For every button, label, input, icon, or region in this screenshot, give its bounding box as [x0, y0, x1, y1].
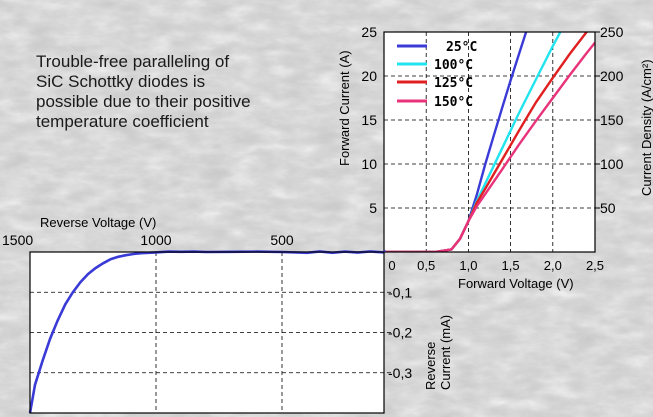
tick-label: 25 — [361, 24, 377, 40]
series-line — [384, 41, 595, 252]
tick-label: 1000 — [140, 232, 171, 248]
tick-label: 2,0 — [544, 258, 562, 273]
tick-label: 20 — [361, 68, 377, 84]
forward-x-axis-label: Forward Voltage (V) — [458, 276, 574, 291]
forward-grid — [384, 32, 595, 252]
reverse-y-axis-label: Reverse Current (mA) — [423, 315, 453, 390]
caption-line: SiC Schottky diodes is — [36, 72, 206, 91]
caption-line: temperature coefficient — [36, 112, 209, 131]
tick-label: 2,5 — [586, 258, 604, 273]
caption-line: possible due to their positive — [36, 92, 251, 111]
legend-label-125c: 125°C — [434, 76, 473, 91]
forward-tick-labels: 0 0,5 1,0 1,5 2,0 2,5 5 10 15 20 25 50 100 150 200 250 — [361, 24, 623, 273]
forward-curves — [384, 32, 595, 252]
tick-label: 0 — [388, 258, 395, 273]
tick-label: 15 — [361, 112, 377, 128]
legend-label-150c: 150°C — [434, 95, 473, 110]
tick-label: 250 — [600, 24, 624, 40]
tick-label: 150 — [600, 112, 624, 128]
tick-label: 200 — [600, 68, 624, 84]
current-density-axis-label: Current Density (A/cm²) — [639, 59, 653, 196]
tick-label: 50 — [600, 200, 616, 216]
reverse-y-axis-label-line: Current (mA) — [438, 315, 453, 390]
forward-plot-frame — [383, 31, 596, 253]
tick-label: 5 — [369, 200, 377, 216]
tick-label: 100 — [600, 156, 624, 172]
reverse-x-axis-label: Reverse Voltage (V) — [40, 215, 156, 230]
tick-label: -0,1 — [388, 284, 412, 300]
tick-label: 10 — [361, 156, 377, 172]
tick-label: 1500 — [2, 232, 33, 248]
forward-y-axis-label: Forward Current (A) — [337, 50, 352, 166]
tick-label: 500 — [270, 232, 294, 248]
tick-label: 0,5 — [417, 258, 435, 273]
caption-line: Trouble-free paralleling of — [36, 52, 230, 71]
tick-label: 1,0 — [459, 258, 477, 273]
caption: Trouble-free paralleling of SiC Schottky… — [36, 52, 326, 132]
legend-label-100c: 100°C — [434, 58, 473, 73]
reverse-tick-labels: 1500 1000 500 -0,1 -0,2 -0,3 — [2, 232, 412, 381]
reverse-grid — [30, 252, 392, 413]
tick-label: -0,3 — [388, 365, 412, 381]
reverse-y-axis-label-line: Reverse — [423, 342, 438, 390]
forward-legend: 25°C 100°C 125°C 150°C — [397, 40, 477, 110]
legend-label-25c: 25°C — [446, 40, 477, 55]
reverse-plot-frame — [29, 251, 385, 414]
tick-label: -0,2 — [388, 325, 412, 341]
tick-label: 1,5 — [502, 258, 520, 273]
